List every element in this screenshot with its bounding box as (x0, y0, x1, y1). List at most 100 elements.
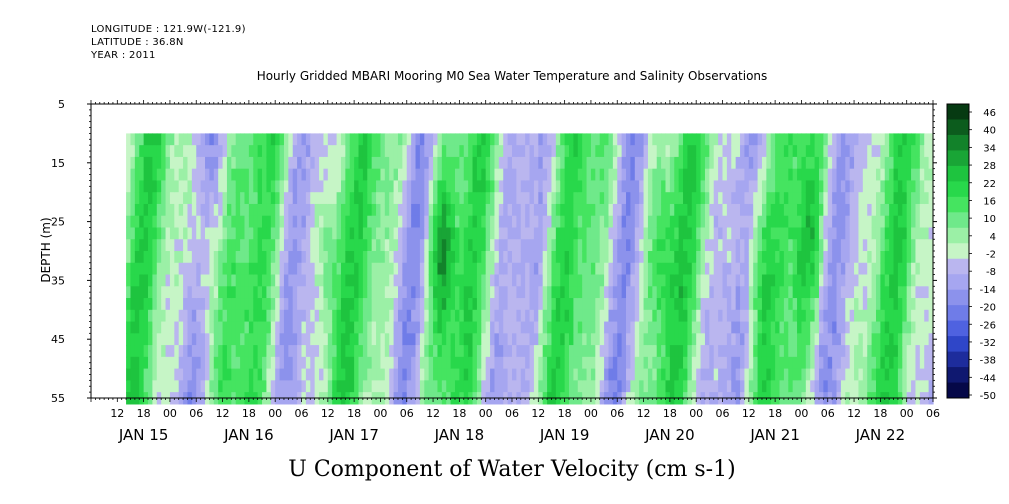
heatmap-cell (731, 239, 737, 252)
heatmap-cell (757, 345, 763, 358)
heatmap-cell (209, 239, 215, 252)
heatmap-cell (687, 239, 693, 252)
x-hour-tick-label: 06 (400, 407, 414, 420)
x-hour-tick-label: 00 (794, 407, 808, 420)
heatmap-cell (288, 286, 294, 299)
heatmap-cell (538, 156, 544, 170)
heatmap-cell (402, 215, 408, 229)
heatmap-cell (450, 262, 456, 276)
heatmap-cell (481, 145, 487, 158)
heatmap-cell (621, 251, 627, 264)
heatmap-cell (871, 145, 877, 158)
heatmap-cell (507, 239, 513, 252)
heatmap-cell (419, 168, 425, 182)
heatmap-cell (297, 345, 303, 358)
heatmap-cell (827, 180, 833, 193)
heatmap-cell (696, 333, 702, 346)
heatmap-cell (630, 239, 636, 252)
heatmap-cell (332, 262, 338, 276)
heatmap-cell (196, 168, 202, 182)
heatmap-cell (235, 203, 241, 217)
heatmap-cell (538, 227, 544, 240)
heatmap-cell (845, 368, 851, 381)
heatmap-cell (740, 345, 746, 358)
heatmap-cell (612, 333, 618, 346)
heatmap-cell (669, 309, 675, 323)
heatmap-cell (740, 215, 746, 229)
heatmap-cell (301, 180, 307, 193)
heatmap-cell (775, 133, 781, 146)
heatmap-cell (358, 203, 364, 217)
heatmap-cell (248, 145, 254, 158)
heatmap-cell (595, 321, 601, 334)
heatmap-cell (446, 168, 452, 182)
heatmap-cell (507, 133, 513, 146)
heatmap-cell (393, 380, 399, 393)
heatmap-cell (560, 168, 566, 182)
heatmap-cell (880, 356, 886, 370)
heatmap-cell (560, 227, 566, 240)
heatmap-cell (148, 227, 153, 240)
heatmap-cell (397, 380, 403, 393)
heatmap-cell (665, 168, 671, 182)
heatmap-cell (358, 239, 364, 252)
heatmap-cell (911, 180, 917, 193)
heatmap-cell (266, 239, 272, 252)
y-tick-label: 5 (58, 98, 65, 111)
heatmap-cell (419, 345, 425, 358)
heatmap-cell (205, 262, 211, 276)
heatmap-cell (744, 168, 750, 182)
heatmap-cell (406, 227, 412, 240)
heatmap-cell (183, 333, 189, 346)
heatmap-cell (700, 180, 706, 193)
heatmap-cell (564, 180, 570, 193)
heatmap-cell (191, 298, 197, 311)
heatmap-cell (349, 239, 355, 252)
heatmap-cell (288, 168, 294, 182)
heatmap-cell (218, 309, 224, 323)
heatmap-cell (345, 309, 351, 323)
heatmap-cell (678, 192, 684, 205)
heatmap-cell (630, 180, 636, 193)
heatmap-cell (867, 321, 873, 334)
heatmap-cell (310, 345, 316, 358)
heatmap-cell (647, 356, 653, 370)
heatmap-cell (858, 380, 864, 393)
heatmap-cell (362, 133, 368, 146)
heatmap-cell (362, 274, 368, 287)
heatmap-cell (389, 333, 395, 346)
heatmap-cell (547, 356, 553, 370)
heatmap-cell (797, 192, 803, 205)
heatmap-cell (770, 380, 776, 393)
x-hour-tick-label: 00 (479, 407, 493, 420)
heatmap-cell (349, 227, 355, 240)
heatmap-cell (836, 192, 842, 205)
heatmap-cell (599, 286, 605, 299)
heatmap-cell (915, 262, 921, 276)
heatmap-cell (740, 262, 746, 276)
heatmap-cell (130, 345, 136, 358)
heatmap-cell (858, 215, 864, 229)
heatmap-cell (792, 286, 798, 299)
heatmap-cell (573, 262, 579, 276)
heatmap-cell (354, 298, 360, 311)
heatmap-cell (691, 380, 697, 393)
heatmap-cell (753, 251, 759, 264)
heatmap-cell (389, 227, 395, 240)
heatmap-cell (683, 274, 689, 287)
heatmap-cell (187, 333, 193, 346)
heatmap-cell (840, 262, 846, 276)
heatmap-cell (775, 345, 781, 358)
colorbar-swatch (947, 243, 969, 260)
heatmap-cell (266, 321, 272, 334)
heatmap-cell (481, 262, 487, 276)
heatmap-cell (327, 145, 333, 158)
heatmap-cell (902, 203, 908, 217)
heatmap-cell (779, 145, 785, 158)
heatmap-cell (332, 274, 338, 287)
heatmap-cell (428, 145, 434, 158)
heatmap-cell (503, 215, 509, 229)
heatmap-cell (555, 227, 561, 240)
heatmap-cell (275, 368, 281, 381)
heatmap-cell (419, 215, 425, 229)
